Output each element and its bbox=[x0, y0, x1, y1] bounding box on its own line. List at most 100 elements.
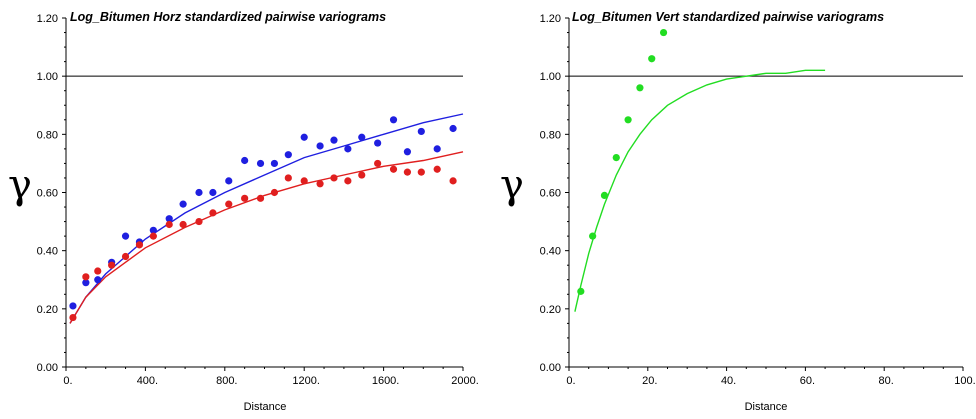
vertical-variogram-chart: Log_Bitumen Vert standardized pairwise v… bbox=[500, 10, 976, 413]
data-point bbox=[256, 194, 265, 202]
data-point bbox=[344, 145, 352, 153]
data-point bbox=[300, 177, 308, 185]
y-tick-label: 0.00 bbox=[37, 362, 58, 374]
y-tick-label: 1.20 bbox=[540, 13, 561, 25]
data-point bbox=[417, 168, 425, 176]
data-point bbox=[69, 302, 77, 310]
data-point bbox=[82, 273, 90, 281]
data-point bbox=[374, 159, 382, 168]
x-tick-label: 40. bbox=[721, 375, 736, 387]
data-point bbox=[648, 55, 656, 63]
data-point bbox=[270, 188, 279, 197]
chart-title: Log_Bitumen Vert standardized pairwise v… bbox=[572, 10, 884, 24]
data-point bbox=[195, 188, 203, 197]
y-tick-label: 0.00 bbox=[540, 362, 561, 374]
data-point bbox=[316, 142, 324, 150]
data-point bbox=[358, 171, 366, 179]
y-tick-label: 0.40 bbox=[540, 246, 561, 258]
data-point bbox=[358, 133, 366, 141]
y-tick-label: 0.40 bbox=[37, 246, 58, 258]
data-point bbox=[612, 154, 620, 162]
model-curve bbox=[574, 69, 826, 312]
data-point bbox=[659, 28, 668, 37]
x-tick-label: 1600. bbox=[372, 375, 400, 387]
y-tick-label: 1.00 bbox=[540, 71, 561, 83]
data-point bbox=[179, 220, 187, 229]
y-tick-label: 1.20 bbox=[37, 13, 58, 25]
x-tick-label: 60. bbox=[800, 375, 815, 387]
data-point bbox=[403, 148, 412, 156]
data-point bbox=[433, 145, 441, 153]
data-point bbox=[589, 232, 597, 240]
data-point bbox=[149, 232, 157, 240]
x-axis-label: Distance bbox=[244, 401, 287, 413]
x-axis-label: Distance bbox=[745, 401, 788, 413]
data-point bbox=[179, 200, 187, 208]
data-point bbox=[344, 177, 352, 185]
data-point bbox=[284, 151, 292, 159]
y-tick-label: 0.80 bbox=[540, 129, 561, 141]
model-curve bbox=[69, 113, 464, 324]
data-point bbox=[330, 174, 338, 182]
chart-title: Log_Bitumen Horz standardized pairwise v… bbox=[70, 10, 386, 24]
data-point bbox=[330, 136, 338, 144]
data-point bbox=[449, 124, 457, 133]
y-axis-label: γ bbox=[500, 162, 524, 208]
model-curve bbox=[69, 151, 464, 324]
data-point bbox=[389, 116, 398, 124]
data-point bbox=[165, 215, 173, 223]
x-tick-label: 0. bbox=[566, 375, 575, 387]
data-point bbox=[256, 159, 265, 168]
data-point bbox=[94, 267, 102, 275]
data-point bbox=[600, 191, 609, 200]
y-tick-label: 0.60 bbox=[37, 188, 58, 200]
data-point bbox=[149, 226, 157, 234]
x-tick-label: 1200. bbox=[292, 375, 320, 387]
horizontal-variogram-panel: Log_Bitumen Horz standardized pairwise v… bbox=[8, 10, 479, 413]
plot-area: 0.00 0.20 0.40 0.60 0.80 1.00 1.20 0. 400. 800. 12… bbox=[37, 13, 479, 387]
y-tick-label: 0.20 bbox=[37, 304, 58, 316]
x-tick-label: 100. bbox=[954, 375, 975, 387]
data-point bbox=[284, 174, 292, 182]
y-axis-label: γ bbox=[8, 162, 32, 208]
x-tick-label: 0. bbox=[63, 375, 72, 387]
data-point bbox=[433, 165, 441, 173]
x-tick-label: 800. bbox=[216, 375, 237, 387]
data-point bbox=[241, 194, 249, 202]
data-point bbox=[403, 168, 412, 176]
data-point bbox=[121, 252, 130, 261]
y-tick-label: 0.60 bbox=[540, 188, 561, 200]
data-point bbox=[108, 261, 116, 269]
y-tick-label: 0.20 bbox=[540, 304, 561, 316]
data-point bbox=[225, 200, 233, 208]
data-point bbox=[300, 133, 308, 141]
data-point bbox=[449, 177, 457, 185]
x-tick-label: 20. bbox=[642, 375, 657, 387]
data-point bbox=[225, 177, 233, 185]
data-point bbox=[389, 165, 398, 173]
data-point bbox=[636, 84, 644, 92]
data-point bbox=[209, 209, 217, 217]
data-point bbox=[241, 156, 249, 165]
data-point bbox=[121, 232, 130, 240]
data-point bbox=[577, 287, 585, 295]
data-point bbox=[209, 188, 217, 197]
x-tick-label: 2000. bbox=[451, 375, 479, 387]
data-point bbox=[316, 180, 324, 188]
y-tick-label: 1.00 bbox=[37, 71, 58, 83]
data-point bbox=[270, 159, 279, 168]
x-tick-label: 400. bbox=[137, 375, 158, 387]
data-point bbox=[374, 139, 382, 147]
data-point bbox=[94, 276, 102, 284]
data-point bbox=[69, 313, 77, 322]
y-tick-label: 0.80 bbox=[37, 129, 58, 141]
data-point bbox=[165, 220, 173, 229]
horizontal-variogram-chart: Log_Bitumen Horz standardized pairwise v… bbox=[8, 10, 479, 413]
data-point bbox=[82, 279, 90, 287]
data-point bbox=[135, 241, 144, 249]
vertical-variogram-panel: Log_Bitumen Vert standardized pairwise v… bbox=[488, 0, 976, 419]
data-point bbox=[417, 127, 425, 136]
data-point bbox=[624, 116, 632, 124]
x-tick-label: 80. bbox=[879, 375, 894, 387]
plot-area: 0.00 0.20 0.40 0.60 0.80 1.00 1.20 0. 20. 40. 60. 8… bbox=[540, 13, 976, 387]
